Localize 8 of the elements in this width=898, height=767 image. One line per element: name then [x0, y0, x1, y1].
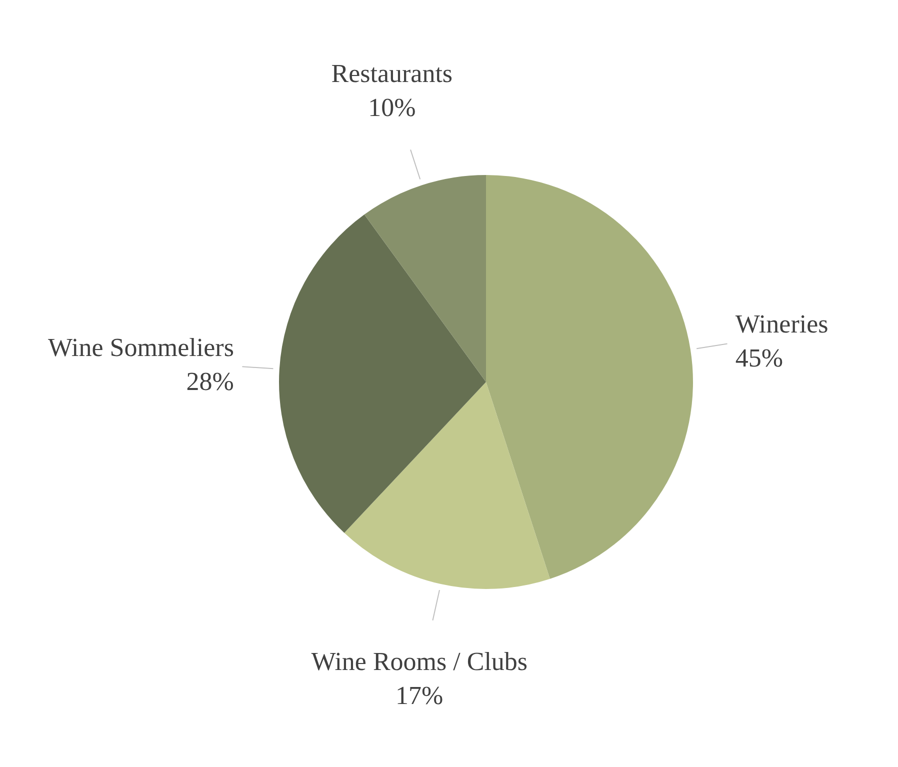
- data-label: 28%: [186, 366, 234, 396]
- data-label: 17%: [396, 680, 444, 710]
- slice-label: Wine Rooms / Clubs: [311, 646, 528, 676]
- slice-label: Wine Sommeliers: [48, 332, 234, 362]
- slice-label: Restaurants: [331, 59, 453, 88]
- data-label: 10%: [368, 93, 416, 122]
- data-label: 45%: [735, 343, 784, 372]
- slice-label: Wineries: [735, 309, 828, 338]
